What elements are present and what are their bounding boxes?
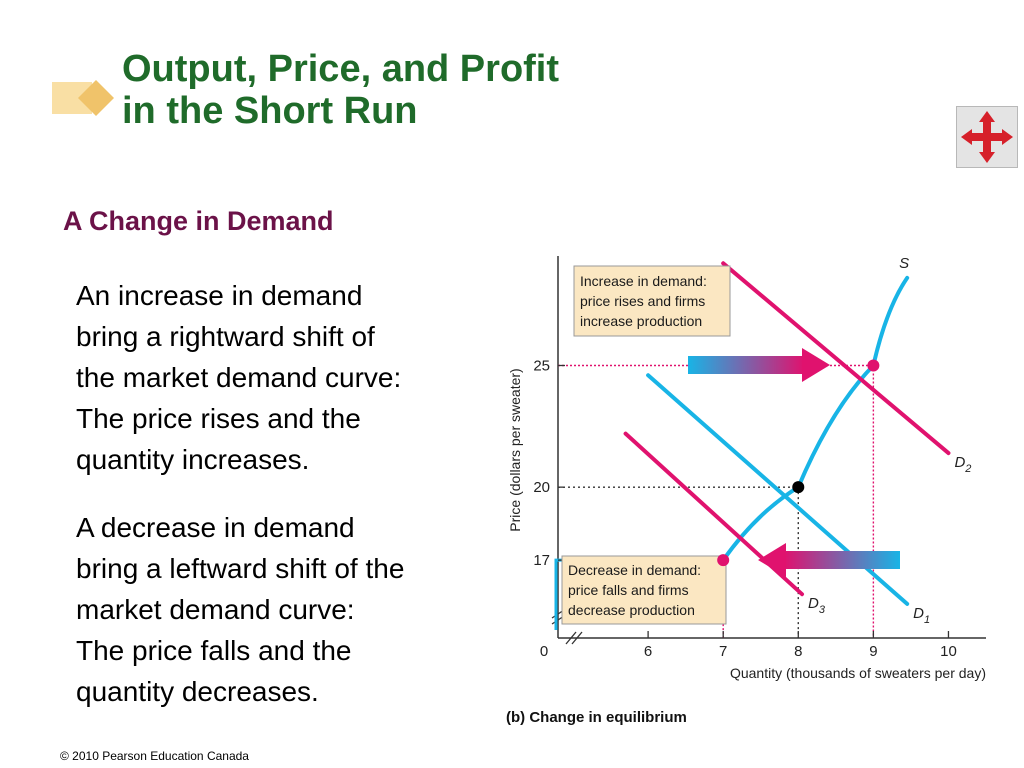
axis-break-x xyxy=(565,631,583,645)
paragraph-line: A decrease in demand xyxy=(76,512,355,543)
curve-label-subscript: 1 xyxy=(924,614,930,626)
curve-label-subscript: 3 xyxy=(819,604,826,616)
equilibrium-point xyxy=(792,481,805,494)
paragraph-line: An increase in demand xyxy=(76,280,363,311)
annotation-line: Decrease in demand: xyxy=(568,562,701,578)
curve-d2 xyxy=(721,261,951,456)
title-line-2: in the Short Run xyxy=(122,90,418,132)
rightward-shift-arrow xyxy=(688,348,830,382)
annotation-line: decrease production xyxy=(568,602,695,618)
y-axis-label: Price (dollars per sweater) xyxy=(507,368,523,531)
curve-label-s: S xyxy=(899,255,909,272)
paragraph-line: bring a leftward shift of the xyxy=(76,553,405,584)
x-tick-label: 9 xyxy=(869,643,877,660)
paragraph-line: quantity increases. xyxy=(76,444,310,475)
section-subheading: A Change in Demand xyxy=(63,206,334,236)
equilibrium-chart: Price (dollars per sweater) Quantity (th… xyxy=(506,255,986,726)
x-tick-label: 10 xyxy=(940,643,957,660)
decorative-logo-icon xyxy=(52,80,114,116)
leftward-shift-arrow xyxy=(758,543,900,577)
title-line-1: Output, Price, and Profit xyxy=(122,48,560,90)
x-axis-label: Quantity (thousands of sweaters per day) xyxy=(730,665,986,681)
paragraph-line: quantity decreases. xyxy=(76,676,319,707)
y-tick-label: 20 xyxy=(533,479,550,496)
paragraph-line: the market demand curve: xyxy=(76,362,402,393)
copyright-footer: © 2010 Pearson Education Canada xyxy=(60,749,249,763)
paragraph-line: The price falls and the xyxy=(76,635,352,666)
x-tick-label: 6 xyxy=(644,643,652,660)
x-tick-label: 8 xyxy=(794,643,802,660)
four-way-arrows-icon xyxy=(961,111,1013,163)
paragraph-increase: An increase in demand bring a rightward … xyxy=(76,275,486,480)
annotation-line: Increase in demand: xyxy=(580,273,707,289)
curve-label-subscript: 2 xyxy=(964,463,971,475)
y-tick-label: 25 xyxy=(533,357,550,374)
chart-caption: (b) Change in equilibrium xyxy=(506,709,687,726)
paragraph-line: market demand curve: xyxy=(76,594,355,625)
y-tick-label: 17 xyxy=(533,552,550,569)
paragraph-line: bring a rightward shift of xyxy=(76,321,375,352)
paragraph-decrease: A decrease in demand bring a leftward sh… xyxy=(76,507,486,712)
annotation-line: increase production xyxy=(580,313,702,329)
slide-title: Output, Price, and Profit in the Short R… xyxy=(122,48,559,132)
annotation-line: price rises and firms xyxy=(580,293,705,309)
annotation-line: price falls and firms xyxy=(568,582,689,598)
decrease-annotation: Decrease in demand: price falls and firm… xyxy=(561,555,727,625)
increase-annotation: Increase in demand: price rises and firm… xyxy=(573,265,731,337)
x-tick-label: 7 xyxy=(719,643,727,660)
equilibrium-points xyxy=(717,359,880,567)
navigation-button[interactable] xyxy=(956,106,1018,168)
equilibrium-point xyxy=(867,359,880,372)
curve-label-d2: D2 xyxy=(954,454,971,475)
paragraph-line: The price rises and the xyxy=(76,403,361,434)
origin-label: 0 xyxy=(540,643,548,660)
curve-label-d3: D3 xyxy=(808,595,826,616)
equilibrium-point xyxy=(717,554,730,567)
curve-label-d1: D1 xyxy=(913,605,930,626)
curve-s xyxy=(721,275,910,563)
